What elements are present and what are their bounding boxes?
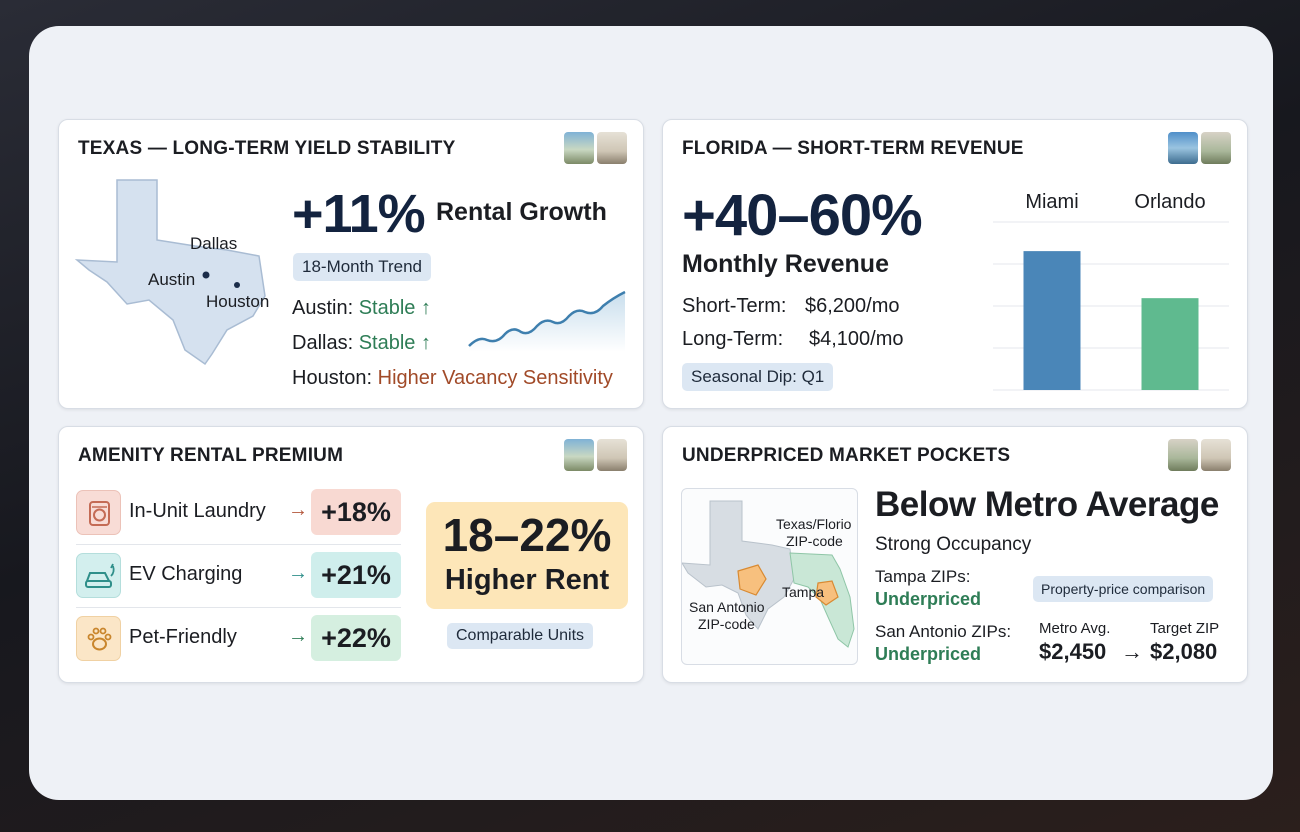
zip-map-panel: Texas/Florio ZIP-code Tampa San Antonio … bbox=[681, 488, 858, 665]
tampa-zips-label: Tampa ZIPs: bbox=[875, 567, 971, 586]
underpriced-card: UNDERPRICED MARKET POCKETS Texas/Florio … bbox=[662, 426, 1248, 683]
house-photo-icon bbox=[564, 132, 594, 164]
amenity-label: EV Charging bbox=[129, 563, 243, 585]
amenity-arrow: → bbox=[288, 625, 308, 647]
map-label-tampa: Tampa bbox=[782, 584, 825, 600]
long-term-value: $4,100/mo bbox=[809, 328, 904, 350]
ev-car-icon bbox=[76, 553, 121, 598]
row-divider bbox=[76, 607, 401, 608]
short-term-label: Short-Term: bbox=[682, 295, 787, 317]
row-status: Stable ↑ bbox=[358, 332, 431, 354]
florida-bar-chart: Miami Orlando bbox=[993, 191, 1229, 391]
long-term-label: Long-Term: bbox=[682, 328, 784, 350]
metro-avg-value: $2,450 bbox=[1039, 639, 1107, 664]
house-photo-icon bbox=[1201, 132, 1231, 164]
amenity-label: In-Unit Laundry bbox=[129, 500, 266, 522]
row-status: Higher Vacancy Sensitivity bbox=[377, 367, 613, 389]
bar-orlando bbox=[1141, 298, 1199, 390]
texas-card-title: TEXAS — LONG-TERM YIELD STABILITY bbox=[78, 138, 456, 159]
comparable-units-pill: Comparable Units bbox=[447, 623, 594, 649]
texas-map bbox=[74, 179, 266, 366]
highlight-label: Higher Rent bbox=[444, 564, 610, 596]
seasonal-pill: Seasonal Dip: Q1 bbox=[682, 363, 834, 391]
sa-zips-status: Underpriced bbox=[875, 644, 982, 664]
bar-miami bbox=[1023, 251, 1081, 390]
house-photo-icon bbox=[1168, 439, 1198, 471]
highlight-value: 18–22% bbox=[442, 509, 612, 561]
underpriced-subhead: Strong Occupancy bbox=[875, 534, 1032, 555]
florida-card: FLORIDA — SHORT-TERM REVENUE +40–60% Mon… bbox=[662, 119, 1248, 409]
interior-photo-icon bbox=[597, 439, 627, 471]
underpriced-card-title: UNDERPRICED MARKET POCKETS bbox=[682, 445, 1011, 466]
paw-icon bbox=[76, 616, 121, 661]
city-photo-icon bbox=[1168, 132, 1198, 164]
amenity-value-badge: +21% bbox=[311, 552, 401, 598]
florida-thumbnails bbox=[1168, 132, 1231, 164]
amenity-arrow: → bbox=[288, 562, 308, 584]
metro-avg-label: Metro Avg. bbox=[1039, 620, 1111, 637]
underpriced-thumbnails bbox=[1168, 439, 1231, 471]
amenity-row-laundry: In-Unit Laundry → +18% bbox=[76, 489, 401, 537]
price-arrow: → bbox=[1121, 639, 1143, 664]
dashboard-frame: TEXAS — LONG-TERM YIELD STABILITY Dallas… bbox=[29, 26, 1273, 800]
category-label-orlando: Orlando bbox=[1134, 191, 1205, 213]
amenity-value-badge: +18% bbox=[311, 489, 401, 535]
florida-big-label: Monthly Revenue bbox=[682, 250, 889, 278]
interior-photo-icon bbox=[597, 132, 627, 164]
target-zip-label: Target ZIP bbox=[1150, 620, 1220, 637]
price-comparison-pill: Property-price comparison bbox=[1033, 576, 1214, 602]
underpriced-headline: Below Metro Average bbox=[875, 485, 1219, 524]
map-label-san-antonio: San Antonio bbox=[689, 599, 765, 615]
row-status: Stable ↑ bbox=[358, 297, 431, 319]
higher-rent-highlight: 18–22% Higher Rent bbox=[426, 502, 628, 609]
washing-machine-icon bbox=[76, 490, 121, 535]
amenity-label: Pet-Friendly bbox=[129, 626, 237, 648]
texas-thumbnails bbox=[564, 132, 627, 164]
interior-photo-icon bbox=[1201, 439, 1231, 471]
house-photo-icon bbox=[564, 439, 594, 471]
amenity-card: AMENITY RENTAL PREMIUM In-Unit Laundry →… bbox=[58, 426, 644, 683]
texas-row-houston: Houston: Higher Vacancy Sensitivity bbox=[292, 367, 613, 390]
florida-big-value: +40–60% bbox=[682, 183, 923, 248]
row-divider bbox=[76, 544, 401, 545]
amenity-row-ev: EV Charging → +21% bbox=[76, 552, 401, 600]
short-term-value: $6,200/mo bbox=[805, 295, 900, 317]
map-label-tx-fl: Texas/Florio bbox=[776, 516, 852, 532]
map-label-dallas: Dallas bbox=[190, 234, 238, 253]
row-city: Dallas: bbox=[292, 332, 354, 354]
amenity-card-title: AMENITY RENTAL PREMIUM bbox=[78, 445, 344, 466]
map-label-sa-zip: ZIP-code bbox=[698, 616, 755, 632]
zip-map bbox=[682, 500, 855, 648]
texas-big-label: Rental Growth bbox=[436, 198, 607, 226]
trend-pill: 18-Month Trend bbox=[293, 253, 432, 281]
texas-big-value: +11% bbox=[292, 184, 426, 244]
texas-row-dallas: Dallas: Stable ↑ bbox=[292, 332, 431, 355]
trend-sparkline bbox=[468, 290, 626, 352]
amenity-thumbnails bbox=[564, 439, 627, 471]
row-city: Austin: bbox=[292, 297, 354, 319]
sa-zips-label: San Antonio ZIPs: bbox=[875, 622, 1012, 641]
florida-card-title: FLORIDA — SHORT-TERM REVENUE bbox=[682, 138, 1024, 159]
amenity-value-badge: +22% bbox=[311, 615, 401, 661]
texas-row-austin: Austin: Stable ↑ bbox=[292, 297, 431, 320]
map-label-houston: Houston bbox=[206, 292, 270, 311]
amenity-arrow: → bbox=[288, 499, 308, 521]
texas-card: TEXAS — LONG-TERM YIELD STABILITY Dallas… bbox=[58, 119, 644, 409]
category-label-miami: Miami bbox=[1025, 191, 1078, 213]
tampa-zips-status: Underpriced bbox=[875, 589, 982, 609]
amenity-row-pet: Pet-Friendly → +22% bbox=[76, 615, 401, 663]
target-zip-value: $2,080 bbox=[1150, 639, 1218, 664]
map-label-tx-fl-zip: ZIP-code bbox=[786, 533, 843, 549]
map-label-austin: Austin bbox=[148, 270, 196, 289]
row-city: Houston: bbox=[292, 367, 373, 389]
